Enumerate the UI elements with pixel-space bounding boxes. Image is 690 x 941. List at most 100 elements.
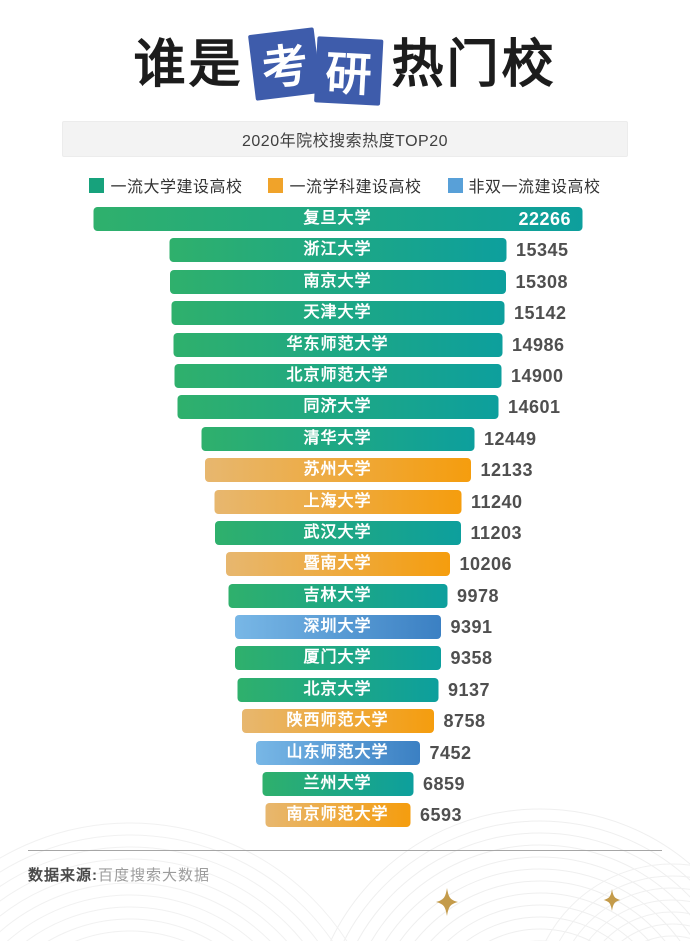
bar-value: 11240 <box>471 491 523 512</box>
sparkle-icon <box>436 888 458 916</box>
title-text-left: 谁是 <box>133 37 244 94</box>
bar: 北京大学 <box>237 677 438 702</box>
bar: 暨南大学 <box>225 552 450 577</box>
bar: 上海大学 <box>214 489 461 514</box>
page-title: 谁是 考 研 热门校 <box>0 24 690 108</box>
legend-item: 一流大学建设高校 <box>89 173 242 197</box>
bar-label: 北京大学 <box>303 680 372 698</box>
legend: 一流大学建设高校 一流学科建设高校 非双一流建设高校 <box>0 174 690 196</box>
bar-value: 11203 <box>470 522 523 543</box>
bar-value: 10206 <box>459 554 513 575</box>
chart-row: 深圳大学 9391 <box>93 615 582 640</box>
bar-label: 浙江大学 <box>303 241 372 259</box>
bar-value: 22266 <box>518 209 571 229</box>
title-highlight-square-1: 考 <box>247 27 322 101</box>
bar-value: 9358 <box>450 648 493 669</box>
bar: 兰州大学 <box>262 772 413 797</box>
chart-row: 厦门大学 9358 <box>93 646 582 671</box>
legend-label: 一流大学建设高校 <box>110 179 243 196</box>
contour-hill-right <box>330 808 690 941</box>
bar: 同济大学 <box>177 395 498 420</box>
bar: 深圳大学 <box>234 615 441 640</box>
footer-divider <box>28 850 662 852</box>
title-char-yan: 研 <box>323 47 373 102</box>
chart-row: 吉林大学 9978 <box>93 583 582 608</box>
chart-row: 暨南大学 10206 <box>93 552 582 577</box>
bar-chart: 复旦大学 22266 浙江大学 15345 南京大学 15308 天津大学 15142 华东师范… <box>93 207 582 828</box>
title-char-kao: 考 <box>258 39 311 96</box>
bar-label: 上海大学 <box>303 492 372 510</box>
bar-value: 9978 <box>457 585 500 606</box>
subtitle-banner: 2020年院校搜索热度TOP20 <box>62 121 628 157</box>
bar-label: 厦门大学 <box>303 649 372 667</box>
bar-value: 6593 <box>420 805 463 826</box>
bar-label: 吉林大学 <box>303 586 372 604</box>
bar-value: 6859 <box>423 774 466 795</box>
chart-row: 浙江大学 15345 <box>93 238 582 263</box>
bar-value: 14986 <box>512 334 565 355</box>
chart-row: 山东师范大学 7452 <box>93 740 582 765</box>
bar-label: 北京师范大学 <box>286 366 389 384</box>
data-source: 数据来源:百度搜索大数据 <box>28 864 690 885</box>
bar-label: 华东师范大学 <box>286 335 389 353</box>
title-text-right: 热门校 <box>391 37 557 94</box>
chart-row: 复旦大学 22266 <box>93 207 582 231</box>
legend-item: 一流学科建设高校 <box>268 173 421 197</box>
bar: 复旦大学 22266 <box>93 207 582 231</box>
legend-label: 非双一流建设高校 <box>468 179 601 196</box>
bar-label: 天津大学 <box>303 304 372 322</box>
chart-row: 清华大学 12449 <box>93 426 582 451</box>
data-source-value: 百度搜索大数据 <box>98 867 211 885</box>
contour-hill-far-right <box>545 863 690 941</box>
chart-row: 同济大学 14601 <box>93 395 582 420</box>
bar-value: 12133 <box>480 460 534 481</box>
chart-row: 武汉大学 11203 <box>93 520 582 545</box>
chart-row: 陕西师范大学 8758 <box>93 709 582 734</box>
chart-row: 南京师范大学 6593 <box>93 803 582 828</box>
chart-row: 南京大学 15308 <box>93 269 582 294</box>
bar-label: 兰州大学 <box>303 775 372 793</box>
legend-swatch <box>89 177 105 193</box>
bar: 苏州大学 <box>204 458 471 483</box>
bar: 华东师范大学 <box>173 332 502 357</box>
bar-label: 同济大学 <box>303 398 372 416</box>
chart-row: 兰州大学 6859 <box>93 772 582 797</box>
legend-swatch <box>268 177 284 193</box>
chart-row: 上海大学 11240 <box>93 489 582 514</box>
bar-label: 陕西师范大学 <box>286 712 389 730</box>
bar-value: 9391 <box>450 617 493 638</box>
contour-hill-left <box>0 822 348 941</box>
bar-value: 7452 <box>429 742 472 763</box>
bar-value: 14601 <box>508 397 561 418</box>
legend-item: 非双一流建设高校 <box>447 173 601 197</box>
chart-row: 北京师范大学 14900 <box>93 363 582 388</box>
bar-label: 复旦大学 <box>303 210 372 227</box>
bar: 山东师范大学 <box>255 740 420 765</box>
bar: 陕西师范大学 <box>241 709 434 734</box>
sparkle-icon <box>603 889 621 911</box>
bar-value: 9137 <box>448 679 491 700</box>
bar-value: 15308 <box>515 271 569 292</box>
chart-row: 苏州大学 12133 <box>93 458 582 483</box>
bar-value: 8758 <box>443 711 486 732</box>
bar-label: 山东师范大学 <box>286 743 389 761</box>
bar-label: 暨南大学 <box>303 555 372 573</box>
chart-row: 天津大学 15142 <box>93 301 582 326</box>
bar-value: 15345 <box>516 240 569 261</box>
bar-label: 武汉大学 <box>303 523 372 541</box>
bar: 厦门大学 <box>234 646 441 671</box>
bar: 武汉大学 <box>214 520 461 545</box>
bar: 天津大学 <box>171 301 504 326</box>
bar-value: 15142 <box>514 303 567 324</box>
chart-row: 华东师范大学 14986 <box>93 332 582 357</box>
bar-label: 深圳大学 <box>303 618 372 636</box>
bar-label: 南京师范大学 <box>286 806 389 824</box>
bar-label: 南京大学 <box>303 272 372 290</box>
bar-label: 苏州大学 <box>303 461 372 479</box>
chart-row: 北京大学 9137 <box>93 677 582 702</box>
bar: 南京师范大学 <box>265 803 410 828</box>
bar: 清华大学 <box>201 426 474 451</box>
bar: 南京大学 <box>169 269 506 294</box>
legend-label: 一流学科建设高校 <box>289 179 422 196</box>
